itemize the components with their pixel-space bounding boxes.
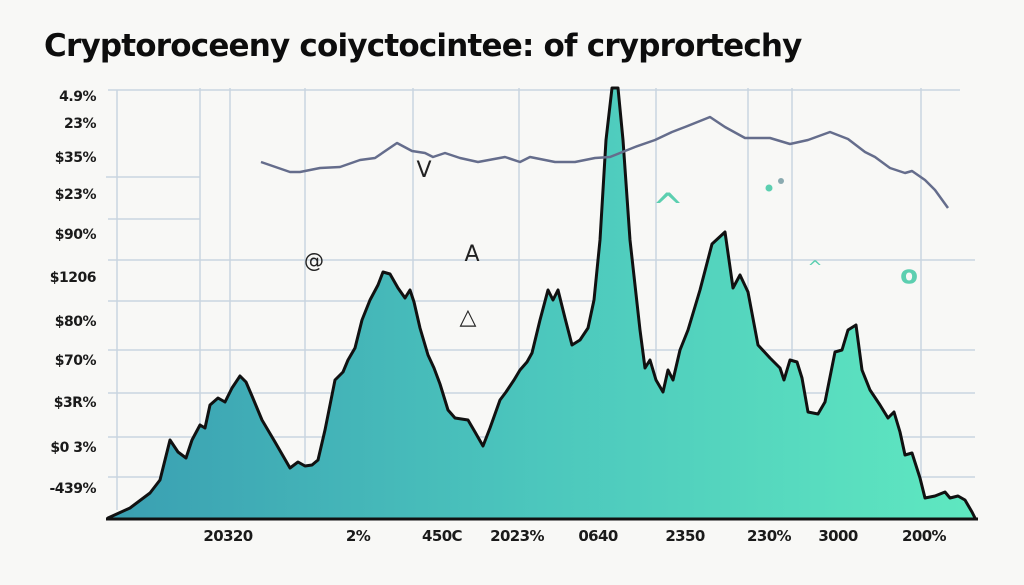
x-tick-label: 2% — [345, 527, 371, 545]
y-tick-label: $70% — [54, 353, 97, 369]
ring-icon: o — [900, 261, 918, 291]
x-tick-label: 0640 — [578, 527, 618, 545]
dot-marker — [778, 178, 784, 184]
chart-title: Cryptoroceeny coiyctocintee: of cryprort… — [44, 28, 802, 64]
y-tick-label: $80% — [54, 314, 97, 330]
y-tick-label: $3R% — [53, 395, 97, 411]
x-tick-label: 230% — [747, 527, 792, 545]
spiral-icon: @ — [304, 249, 324, 273]
y-tick-label: $23% — [54, 187, 97, 203]
caret-up-large-icon: ^ — [652, 186, 684, 230]
y-tick-label: $90% — [54, 227, 97, 243]
y-tick-label: 23% — [63, 116, 97, 132]
dot-marker — [765, 184, 773, 192]
y-tick-label: $1206 — [49, 270, 97, 286]
y-tick-label: -439% — [49, 481, 96, 497]
v-marker-icon: V — [416, 158, 431, 183]
x-tick-label: 200% — [902, 527, 947, 545]
x-tick-label: 2350 — [665, 527, 705, 545]
scatter-dots — [765, 178, 784, 192]
x-tick-label: 3000 — [818, 527, 858, 545]
triangle-icon: △ — [460, 305, 477, 330]
x-tick-label: 450C — [422, 527, 463, 545]
overlay-line-series — [260, 115, 950, 209]
chart-annotations: V @ A △ ^ ^ o — [304, 158, 918, 330]
y-tick-label: $0 3% — [50, 440, 96, 456]
caret-up-small-icon: ^ — [807, 257, 822, 278]
y-tick-label: 4.9% — [59, 89, 96, 105]
x-tick-label: 20320 — [203, 527, 253, 545]
area-series — [106, 86, 977, 521]
mountain-icon: A — [464, 242, 479, 267]
x-tick-label: 2023% — [490, 527, 544, 545]
y-tick-label: $35% — [54, 150, 97, 166]
